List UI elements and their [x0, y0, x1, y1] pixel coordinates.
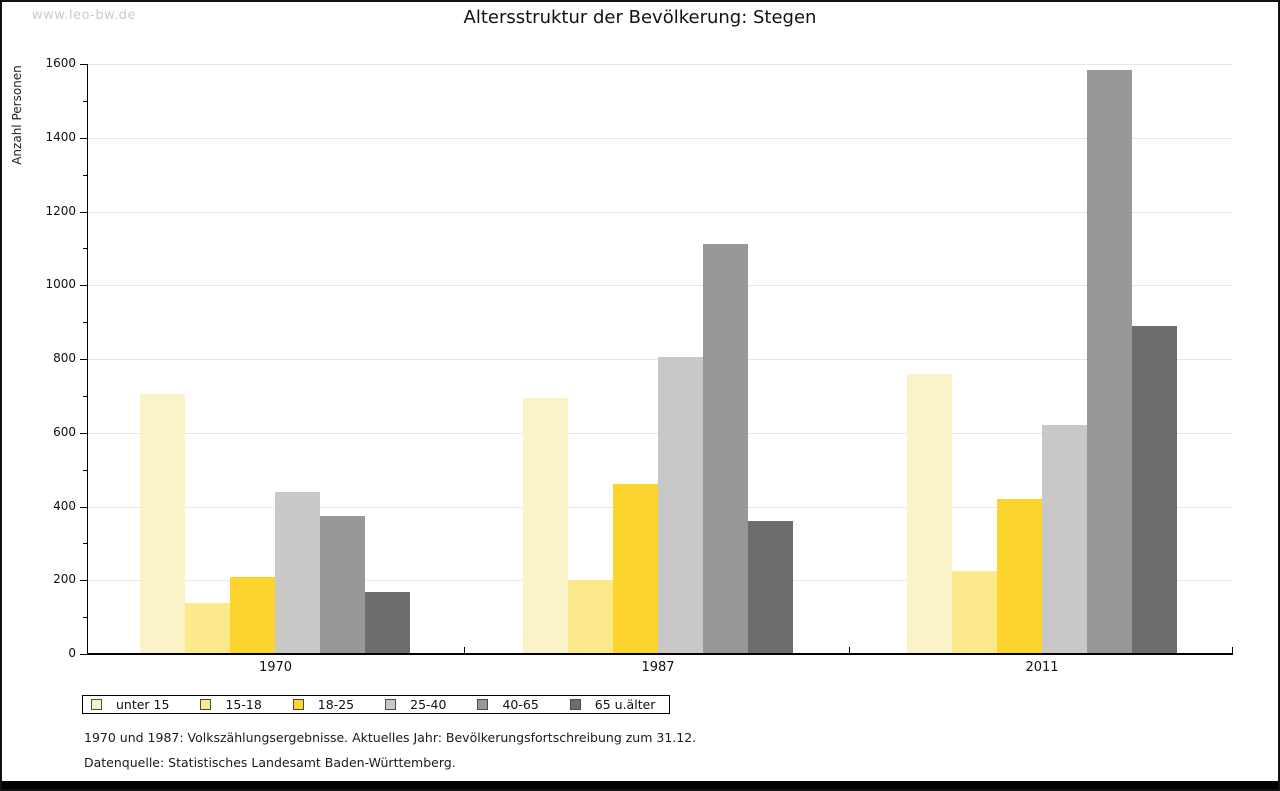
y-tick-label: 1400 — [45, 129, 76, 144]
bar-65-u-lter-1970 — [365, 592, 410, 654]
bar-40-65-1987 — [703, 243, 748, 654]
bottom-border-bar — [2, 781, 1278, 789]
y-minor-tick — [83, 469, 87, 471]
bar-18-25-1970 — [230, 576, 275, 654]
x-category-label: 1970 — [258, 660, 293, 675]
legend-swatch-icon — [91, 699, 102, 710]
y-tick-label: 200 — [53, 572, 76, 587]
x-group-tick — [848, 647, 850, 654]
bar-25-40-2011 — [1042, 424, 1087, 654]
watermark: www.leo-bw.de — [32, 8, 136, 23]
legend-swatch-icon — [200, 699, 212, 710]
bar-unter-15-1987 — [523, 397, 568, 654]
x-axis-line — [87, 653, 1233, 655]
y-tick-label: 1200 — [45, 203, 76, 218]
x-group-tick — [464, 647, 465, 654]
y-tick-label: 600 — [53, 424, 76, 439]
y-tick-label: 400 — [53, 498, 76, 513]
legend-item: 15-18 — [200, 697, 262, 712]
y-major-tick — [80, 506, 87, 508]
y-gridline — [87, 137, 1233, 139]
legend-item: 40-65 — [477, 697, 539, 712]
y-gridline — [87, 285, 1233, 287]
y-minor-tick — [83, 174, 87, 176]
bar-65-u-lter-2011 — [1132, 325, 1177, 654]
y-major-tick — [80, 432, 87, 434]
y-major-tick — [80, 580, 87, 582]
legend: unter 15 15-18 18-25 25-40 40-65 65 u.älter — [82, 695, 671, 714]
bar-25-40-1987 — [658, 356, 703, 654]
bar-15-18-1970 — [185, 603, 230, 654]
legend-label: 65 u.älter — [594, 697, 656, 712]
y-major-tick — [80, 359, 87, 360]
y-major-tick — [80, 64, 87, 65]
legend-label: unter 15 — [116, 697, 170, 712]
y-minor-tick — [83, 248, 87, 250]
y-major-tick — [80, 211, 87, 213]
bar-40-65-2011 — [1087, 70, 1132, 654]
legend-label: 40-65 — [502, 697, 539, 712]
y-axis-line — [87, 64, 88, 654]
y-minor-tick — [83, 395, 87, 397]
bar-15-18-1987 — [568, 580, 613, 654]
chart-title: Altersstruktur der Bevölkerung: Stegen — [463, 7, 817, 28]
bar-40-65-1970 — [320, 516, 365, 654]
y-major-tick — [80, 285, 87, 287]
x-category-label: 1987 — [641, 660, 675, 675]
bar-18-25-1987 — [613, 484, 658, 654]
y-minor-tick — [83, 322, 87, 324]
bar-25-40-1970 — [275, 491, 320, 654]
legend-item: unter 15 — [91, 697, 169, 712]
bar-18-25-2011 — [997, 499, 1042, 654]
legend-swatch-icon — [569, 699, 581, 710]
legend-item: 18-25 — [292, 697, 355, 712]
y-gridline — [87, 64, 1233, 65]
footnote-line2: Datenquelle: Statistisches Landesamt Bad… — [84, 755, 456, 770]
x-category-label: 2011 — [1025, 660, 1059, 675]
legend-swatch-icon — [385, 699, 397, 710]
legend-label: 18-25 — [317, 697, 355, 712]
bar-unter-15-1970 — [140, 394, 185, 654]
y-tick-label: 0 — [68, 646, 76, 660]
y-minor-tick — [83, 617, 87, 619]
bar-65-u-lter-1987 — [748, 521, 793, 654]
x-group-tick — [1232, 647, 1233, 654]
y-major-tick — [80, 654, 87, 655]
y-tick-label: 1000 — [45, 277, 76, 292]
y-minor-tick — [83, 543, 87, 545]
bar-15-18-2011 — [952, 570, 997, 654]
y-tick-label: 800 — [53, 351, 76, 365]
legend-item: 25-40 — [385, 697, 446, 712]
y-gridline — [87, 211, 1233, 213]
legend-item: 65 u.älter — [569, 697, 656, 712]
y-major-tick — [80, 137, 87, 139]
footnote-line1: 1970 und 1987: Volkszählungsergebnisse. … — [84, 730, 697, 745]
y-minor-tick — [83, 100, 87, 102]
y-tick-label: 1600 — [45, 56, 76, 70]
legend-label: 15-18 — [225, 697, 262, 712]
legend-label: 25-40 — [410, 697, 447, 712]
bar-unter-15-2011 — [907, 373, 952, 654]
legend-swatch-icon — [477, 699, 489, 710]
legend-swatch-icon — [292, 699, 304, 710]
